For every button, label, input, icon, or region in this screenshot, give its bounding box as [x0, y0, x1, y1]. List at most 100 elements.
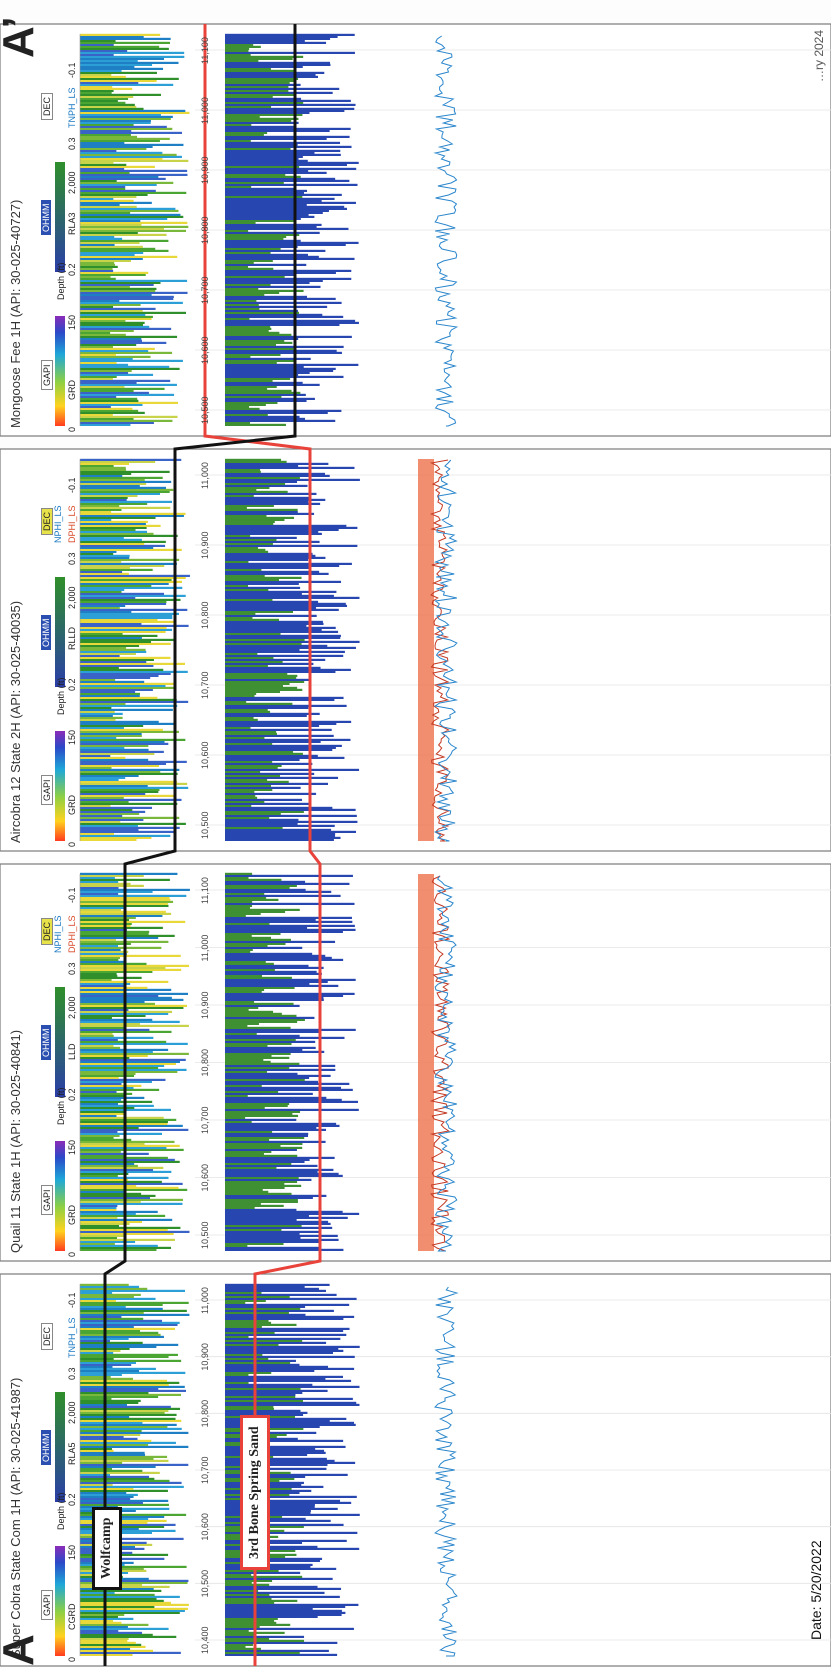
depth-tick-label: 10,900 — [200, 531, 210, 559]
well-panel-frame — [0, 448, 831, 852]
density-porosity-curve — [429, 875, 451, 1252]
porosity-scale-max: -0.1 — [67, 887, 77, 903]
resistivity-legend: OHMM — [41, 200, 51, 235]
gamma-mnemonic: GRD — [67, 380, 77, 400]
gamma-color-scale — [55, 316, 65, 426]
resistivity-legend: OHMM — [41, 615, 51, 650]
porosity-mnemonic: DPHI_LS — [67, 505, 77, 543]
gamma-color-scale — [55, 1546, 65, 1656]
depth-tick-label: 11,000 — [200, 97, 210, 124]
depth-header: Depth (ft) — [56, 677, 66, 715]
porosity-track — [418, 459, 459, 842]
porosity-scale-min: 0.3 — [67, 137, 77, 150]
porosity-scale-min: 0.3 — [67, 552, 77, 565]
gamma-scale-min: 0 — [67, 426, 77, 432]
depth-tick-label: 10,600 — [200, 336, 210, 364]
porosity-mnemonic: TNPH_LS — [67, 1317, 77, 1358]
neutron-porosity-curve — [434, 875, 458, 1252]
gamma-scale-max: 150 — [67, 729, 77, 745]
porosity-track — [433, 1286, 459, 1657]
gamma-scale-max: 150 — [67, 1139, 77, 1155]
resistivity-scale-max: 2,000 — [67, 1401, 77, 1424]
depth-tick-label: 10,800 — [200, 601, 210, 629]
depth-tick-label: 10,800 — [200, 1048, 210, 1077]
porosity-mnemonic: NPHI_LS — [53, 505, 63, 543]
resistivity-scale-min: 0.2 — [67, 1088, 77, 1101]
porosity-scale-max: -0.1 — [67, 1292, 77, 1308]
depth-tick-label: 10,900 — [200, 991, 210, 1019]
wolfcamp-label: Wolfcamp — [92, 1506, 122, 1590]
resistivity-mnemonic: RLA3 — [67, 212, 77, 235]
gamma-ray-track — [79, 33, 190, 426]
resistivity-legend: OHMM — [41, 1025, 51, 1060]
resistivity-track — [225, 872, 360, 1251]
gamma-legend: GAPI — [41, 775, 53, 805]
neutron-porosity-curve — [433, 1286, 459, 1657]
well-title: Mongoose Fee 1H (API: 30-025-40727) — [8, 199, 23, 428]
gamma-scale-max: 150 — [67, 314, 77, 330]
resistivity-color-scale — [55, 1392, 65, 1502]
resistivity-color-scale — [55, 577, 65, 687]
depth-tick-label: 10,500 — [200, 811, 210, 839]
gamma-mnemonic: CGRD — [67, 1603, 77, 1631]
porosity-track — [433, 35, 459, 427]
depth-tick-label: 10,900 — [200, 1343, 210, 1371]
porosity-legend: DEC — [41, 917, 53, 945]
resistivity-scale-max: 2,000 — [67, 996, 77, 1019]
porosity-crossover-fill — [418, 459, 434, 841]
porosity-scale-min: 0.3 — [67, 1367, 77, 1380]
porosity-scale-min: 0.3 — [67, 962, 77, 975]
neutron-porosity-curve — [433, 35, 459, 427]
resistivity-scale-max: 2,000 — [67, 171, 77, 194]
well-title: Super Cobra State Com 1H (API: 30-025-41… — [8, 1377, 23, 1658]
well-panel-3 — [0, 448, 831, 852]
depth-tick-label: 11,100 — [200, 37, 210, 64]
resistivity-track — [225, 33, 359, 426]
depth-tick-label: 10,700 — [200, 276, 210, 304]
porosity-scale-max: -0.1 — [67, 62, 77, 78]
depth-header: Depth (ft) — [56, 1087, 66, 1125]
well-title: Quail 11 State 1H (API: 30-025-40841) — [8, 1029, 23, 1253]
depth-header: Depth (ft) — [56, 1492, 66, 1530]
gamma-mnemonic: GRD — [67, 795, 77, 815]
well-panel-4 — [0, 23, 831, 437]
resistivity-legend: OHMM — [41, 1430, 51, 1465]
well-panel-2 — [0, 863, 831, 1262]
porosity-scale-max: -0.1 — [67, 477, 77, 493]
depth-tick-label: 10,600 — [200, 741, 210, 769]
gamma-color-scale — [55, 731, 65, 841]
gamma-scale-min: 0 — [67, 1251, 77, 1257]
depth-tick-label: 10,800 — [200, 1399, 210, 1428]
depth-header: Depth (ft) — [56, 262, 66, 300]
porosity-mnemonic: DPHI_LS — [67, 915, 77, 953]
resistivity-scale-max: 2,000 — [67, 586, 77, 609]
neutron-porosity-curve — [433, 459, 459, 842]
gamma-legend: GAPI — [41, 1590, 53, 1620]
gamma-legend: GAPI — [41, 1185, 53, 1215]
depth-tick-label: 10,500 — [200, 1569, 210, 1598]
depth-tick-label: 10,800 — [200, 216, 210, 244]
gamma-ray-track — [79, 458, 190, 841]
porosity-legend: DEC — [41, 507, 53, 535]
porosity-legend: DEC — [41, 92, 53, 120]
density-porosity-curve — [429, 459, 450, 842]
depth-tick-label: 10,700 — [200, 1456, 210, 1484]
well-title: Aircobra 12 State 2H (API: 30-025-40035) — [8, 600, 23, 843]
gamma-scale-min: 0 — [67, 841, 77, 847]
bone-spring-sand-label: 3rd Bone Spring Sand — [240, 1415, 270, 1570]
porosity-mnemonic: TNPH_LS — [67, 87, 77, 128]
page-stamp: …ry 2024 — [812, 29, 826, 82]
depth-tick-label: 11,000 — [200, 934, 210, 962]
resistivity-scale-min: 0.2 — [67, 1493, 77, 1506]
porosity-track — [418, 874, 458, 1252]
depth-tick-label: 11,000 — [200, 462, 210, 489]
section-start-marker: A — [0, 1634, 44, 1666]
well-panel-1 — [0, 1273, 831, 1667]
porosity-mnemonic: NPHI_LS — [53, 915, 63, 953]
depth-tick-label: 10,600 — [200, 1513, 210, 1541]
depth-tick-label: 10,600 — [200, 1163, 210, 1192]
depth-tick-label: 10,500 — [200, 1221, 210, 1249]
